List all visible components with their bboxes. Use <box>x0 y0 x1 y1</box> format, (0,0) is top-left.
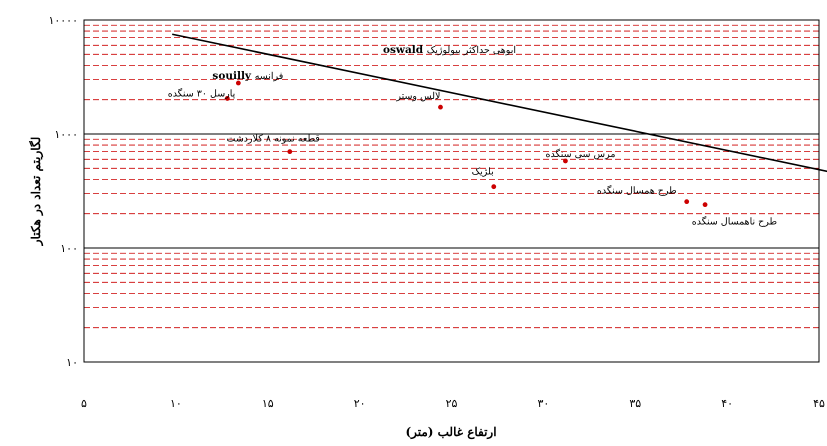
point-labels-layer: souilly فرانسه پارسل ۳۰ سنگده لالس وستر قطع… <box>168 70 778 228</box>
point-label: لالس وستر <box>395 91 440 102</box>
point-label-text: پارسل ۳۰ سنگده <box>168 87 236 99</box>
data-point <box>702 202 708 208</box>
point-label-text: فرانسه <box>255 71 284 82</box>
point-label: طرح همسال سنگده <box>597 185 677 197</box>
data-point <box>235 80 241 86</box>
x-tick-label: ۴۰ <box>721 397 733 410</box>
x-tick-labels: ۵ ۱۰ ۱۵ ۲۰ ۲۵ ۳۰ ۳۵ ۴۰ ۴۵ <box>81 397 825 410</box>
points-layer <box>224 80 708 208</box>
point-label-text: بلژیک <box>472 167 494 178</box>
point-label-text: طرح ناهمسال سنگده <box>692 216 778 228</box>
data-point <box>224 96 230 101</box>
data-point <box>287 149 293 155</box>
y-tick-label: ۱۰۰ <box>60 242 78 255</box>
point-label: مرس سی سنگده <box>546 148 616 160</box>
trend-line-label: oswald ابوهی حداکثر بیولوژیک <box>383 44 516 56</box>
point-label: پارسل ۳۰ سنگده <box>168 87 236 99</box>
x-tick-label: ۲۰ <box>354 397 366 410</box>
trend-line-label-text: ابوهی حداکثر بیولوژیک <box>427 45 516 56</box>
y-tick-labels: ۱۰ ۱۰۰ ۱۰۰۰ ۱۰۰۰۰ <box>48 14 78 369</box>
point-label-text: لالس وستر <box>395 91 440 102</box>
data-point <box>563 158 568 164</box>
data-point <box>438 104 443 110</box>
y-tick-label: ۱۰ <box>66 356 78 369</box>
x-tick-label: ۳۵ <box>629 397 641 410</box>
grid-layer <box>84 24 819 329</box>
trend-line-layer: oswald ابوهی حداکثر بیولوژیک <box>172 33 827 173</box>
point-label: souilly فرانسه <box>212 70 283 82</box>
y-tick-label: ۱۰۰۰۰ <box>48 14 78 27</box>
x-axis-title: ارتفاع غالب (متر) <box>405 425 496 440</box>
trend-line-label-bold: oswald <box>383 44 427 56</box>
point-label-bold: souilly <box>212 70 254 82</box>
plot-area-border <box>83 19 820 363</box>
data-point <box>491 184 497 190</box>
point-label: طرح ناهمسال سنگده <box>692 216 778 228</box>
x-tick-label: ۵ <box>81 397 87 410</box>
x-tick-label: ۱۰ <box>170 397 182 410</box>
y-axis-title: لگاریتم تعداد در هکتار <box>28 137 44 247</box>
x-tick-label: ۲۵ <box>446 397 458 410</box>
point-label-text: طرح همسال سنگده <box>597 185 677 197</box>
point-label: قطعه نمونه ۸ کلاردشت <box>227 134 321 145</box>
y-tick-label: ۱۰۰۰ <box>54 128 78 141</box>
trend-line <box>172 33 827 173</box>
x-tick-label: ۴۵ <box>813 397 825 410</box>
point-label-text: قطعه نمونه ۸ کلاردشت <box>227 134 321 145</box>
data-point <box>684 199 690 205</box>
point-label: بلژیک <box>472 167 494 178</box>
x-tick-label: ۳۰ <box>537 397 549 410</box>
x-tick-label: ۱۵ <box>262 397 274 410</box>
point-label-text: مرس سی سنگده <box>546 148 616 160</box>
